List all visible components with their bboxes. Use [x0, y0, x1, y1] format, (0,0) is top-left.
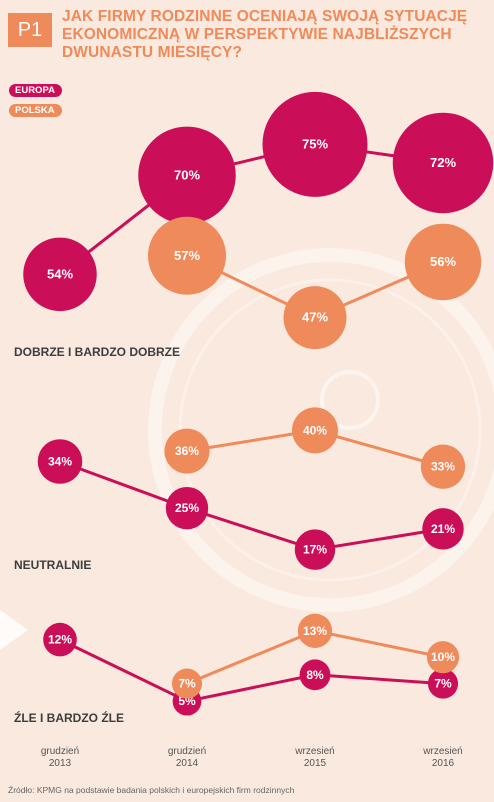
bubble-polska — [426, 641, 460, 674]
legend-europa: EUROPA — [9, 84, 62, 97]
bubble-polska — [292, 407, 338, 454]
x-tick-line1: grudzień — [167, 746, 207, 757]
data-label: 47% — [302, 310, 328, 325]
series-line-europa — [59, 460, 444, 552]
x-tick-line2: 2013 — [48, 758, 72, 769]
title-line: EKONOMICZNĄ W PERSPEKTYWIE NAJBLIŻSZYCH — [62, 26, 452, 43]
bubble-polska — [297, 613, 333, 648]
bubble-polska — [420, 444, 466, 489]
figure-badge: P1 — [8, 13, 52, 47]
data-label: 57% — [174, 248, 200, 263]
bubble-europa — [43, 622, 77, 657]
x-tick-label: wrzesień 2015 — [275, 746, 355, 770]
data-label: 56% — [430, 254, 456, 269]
x-tick-line2: 2015 — [303, 758, 327, 769]
panel-label-good: DOBRZE I BARDZO DOBRZE — [14, 345, 180, 359]
x-tick-label: grudzień 2014 — [147, 746, 227, 770]
bubble-polska — [148, 216, 226, 295]
data-label: 17% — [303, 543, 327, 557]
series-line-europa — [59, 142, 444, 276]
x-tick-line1: wrzesień — [423, 746, 463, 757]
bubble-europa — [294, 529, 336, 570]
data-label: 33% — [431, 460, 455, 474]
series-line-europa — [59, 638, 444, 703]
data-label: 40% — [303, 423, 327, 437]
data-label: 12% — [48, 633, 72, 647]
bubble-polska — [164, 428, 210, 474]
bubble-europa — [37, 439, 83, 484]
panel-label-neutral: NEUTRALNIE — [14, 558, 92, 572]
data-label: 72% — [430, 155, 456, 170]
legend-polska: POLSKA — [9, 104, 62, 117]
x-tick-line1: wrzesień — [295, 746, 335, 757]
bubble-europa — [392, 112, 494, 214]
data-label: 75% — [302, 136, 328, 151]
data-label: 70% — [174, 167, 200, 182]
data-label: 34% — [48, 454, 72, 468]
x-tick-label: wrzesień 2016 — [403, 746, 483, 770]
source-note: Źródło: KPMG na podstawie badania polski… — [8, 785, 295, 795]
x-tick-line1: grudzień — [40, 746, 80, 757]
data-label: 7% — [178, 677, 196, 691]
data-label: 21% — [431, 522, 455, 536]
data-label: 54% — [47, 266, 73, 281]
data-label: 10% — [431, 650, 455, 664]
data-label: 7% — [434, 677, 452, 691]
bubble-polska — [404, 223, 482, 301]
bubble-europa — [138, 126, 236, 225]
data-label: 36% — [175, 444, 199, 458]
bubble-europa — [427, 668, 459, 699]
bubble-europa — [165, 486, 209, 530]
bubble-europa — [299, 659, 331, 691]
x-tick-line2: 2016 — [431, 758, 455, 769]
data-label: 13% — [303, 624, 327, 638]
bubble-europa — [262, 91, 368, 197]
bubble-polska — [283, 286, 347, 350]
title-line: DWUNASTU MIESIĘCY? — [62, 44, 243, 61]
bubble-europa — [23, 237, 97, 312]
bubble-polska — [171, 668, 203, 699]
panel-label-bad: ŹLE I BARDZO ŹLE — [14, 711, 124, 725]
bubble-europa — [422, 508, 464, 550]
x-tick-line2: 2014 — [175, 758, 199, 769]
chart-title: JAK FIRMY RODZINNE OCENIAJĄ SWOJĄ SYTUAC… — [62, 8, 482, 62]
data-label: 8% — [306, 668, 324, 682]
data-label: 25% — [175, 501, 199, 515]
x-tick-label: grudzień 2013 — [20, 746, 100, 770]
title-line: JAK FIRMY RODZINNE OCENIAJĄ SWOJĄ SYTUAC… — [62, 8, 468, 25]
